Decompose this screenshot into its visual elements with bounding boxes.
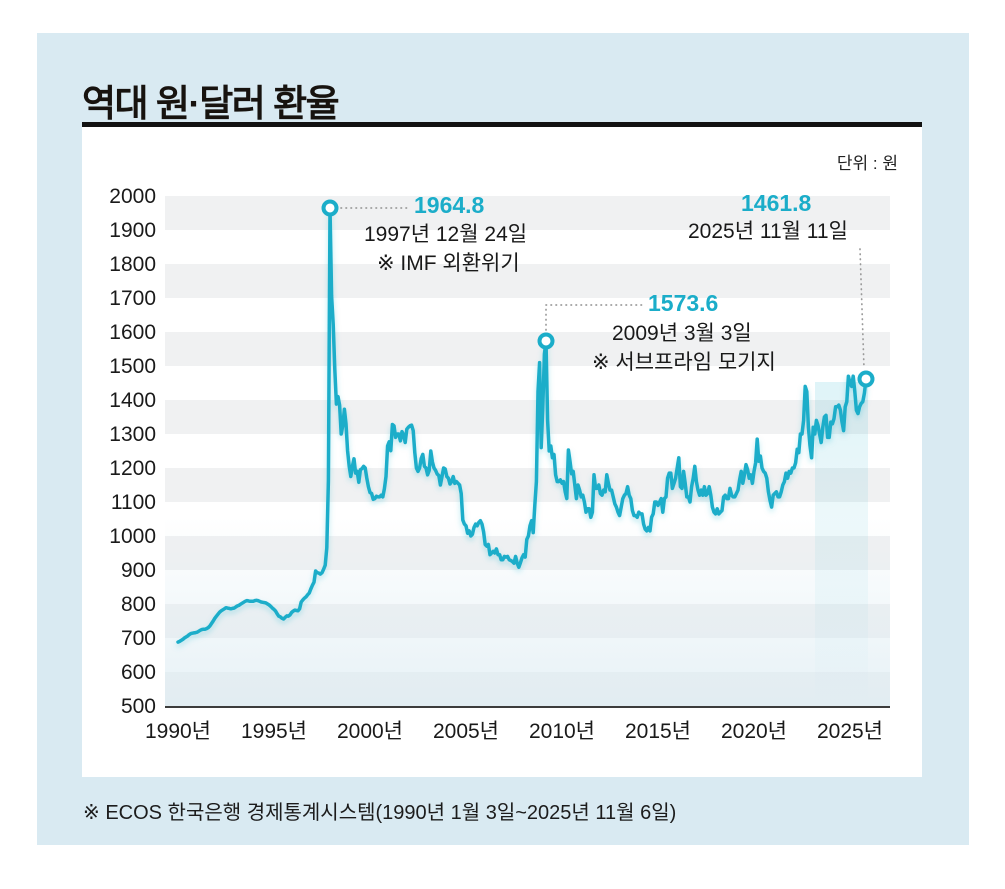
y-axis-tick-label: 800 bbox=[121, 593, 156, 616]
x-axis-tick-label: 2015년 bbox=[625, 720, 691, 743]
title-underline bbox=[82, 122, 922, 127]
y-axis-tick-label: 1400 bbox=[109, 389, 156, 412]
grid-band bbox=[165, 196, 890, 230]
peak-marker bbox=[537, 332, 555, 350]
exchange-rate-line bbox=[176, 206, 868, 644]
leader-dotted-line bbox=[859, 248, 865, 369]
x-axis-tick-label: 2000년 bbox=[337, 720, 403, 743]
x-axis-tick-label: 2020년 bbox=[721, 720, 787, 743]
y-axis-tick-label: 500 bbox=[121, 695, 156, 718]
source-note: ※ ECOS 한국은행 경제통계시스템(1990년 1월 3일~2025년 11… bbox=[83, 802, 677, 824]
y-axis-tick-label: 900 bbox=[121, 559, 156, 582]
x-axis-tick-label: 1990년 bbox=[145, 720, 211, 743]
unit-label: 단위 : 원 bbox=[836, 154, 898, 173]
y-axis-tick-label: 1900 bbox=[109, 219, 156, 242]
x-axis-tick-label: 2025년 bbox=[817, 720, 883, 743]
grid-band bbox=[165, 400, 890, 434]
grid-band bbox=[165, 264, 890, 298]
y-axis-tick-label: 600 bbox=[121, 661, 156, 684]
y-axis-tick-label: 1100 bbox=[111, 491, 156, 514]
peak-marker bbox=[321, 199, 339, 217]
y-axis-tick-label: 1700 bbox=[109, 287, 156, 310]
peak-note-label: ※ 서브프라임 모기지 bbox=[592, 350, 776, 374]
y-axis-tick-label: 1300 bbox=[109, 423, 156, 446]
y-axis-tick-label: 2000 bbox=[109, 185, 156, 208]
peak-value-label: 1573.6 bbox=[648, 289, 719, 316]
x-axis-tick-label: 2010년 bbox=[529, 720, 595, 743]
peak-value-label: 1964.8 bbox=[414, 191, 485, 218]
peak-note-label: ※ IMF 외환위기 bbox=[377, 251, 520, 275]
exchange-rate-line-chart: 500 600 700 800 900 1000 1100 1200 1300 1400 1500 1… bbox=[109, 185, 890, 743]
peak-date-label: 2025년 11월 11일 bbox=[687, 219, 848, 243]
y-axis-tick-label: 1200 bbox=[109, 457, 156, 480]
infographic-card: 역대 원·달러 환율 단위 : 원 500 600 700 800 900 1000 110… bbox=[37, 33, 969, 845]
y-axis-tick-label: 1500 bbox=[109, 355, 156, 378]
grid-band bbox=[165, 332, 890, 366]
peak-value-label: 1461.8 bbox=[740, 189, 812, 216]
x-axis-tick-label: 1995년 bbox=[241, 720, 307, 743]
y-axis-tick-label: 700 bbox=[121, 627, 156, 650]
y-axis-tick-label: 1800 bbox=[109, 253, 156, 276]
peak-date-label: 2009년 3월 3일 bbox=[612, 321, 752, 345]
leader-dotted-line bbox=[545, 304, 643, 331]
y-axis-tick-label: 1600 bbox=[109, 321, 156, 344]
y-axis-tick-label: 1000 bbox=[109, 525, 156, 548]
peak-date-label: 1997년 12월 24일 bbox=[364, 222, 528, 246]
peak-marker bbox=[857, 370, 875, 388]
chart-panel: 단위 : 원 500 600 700 800 900 1000 1100 1200 1300 14… bbox=[82, 127, 922, 777]
x-axis-tick-label: 2005년 bbox=[433, 720, 499, 743]
chart-title: 역대 원·달러 환율 bbox=[82, 83, 340, 124]
